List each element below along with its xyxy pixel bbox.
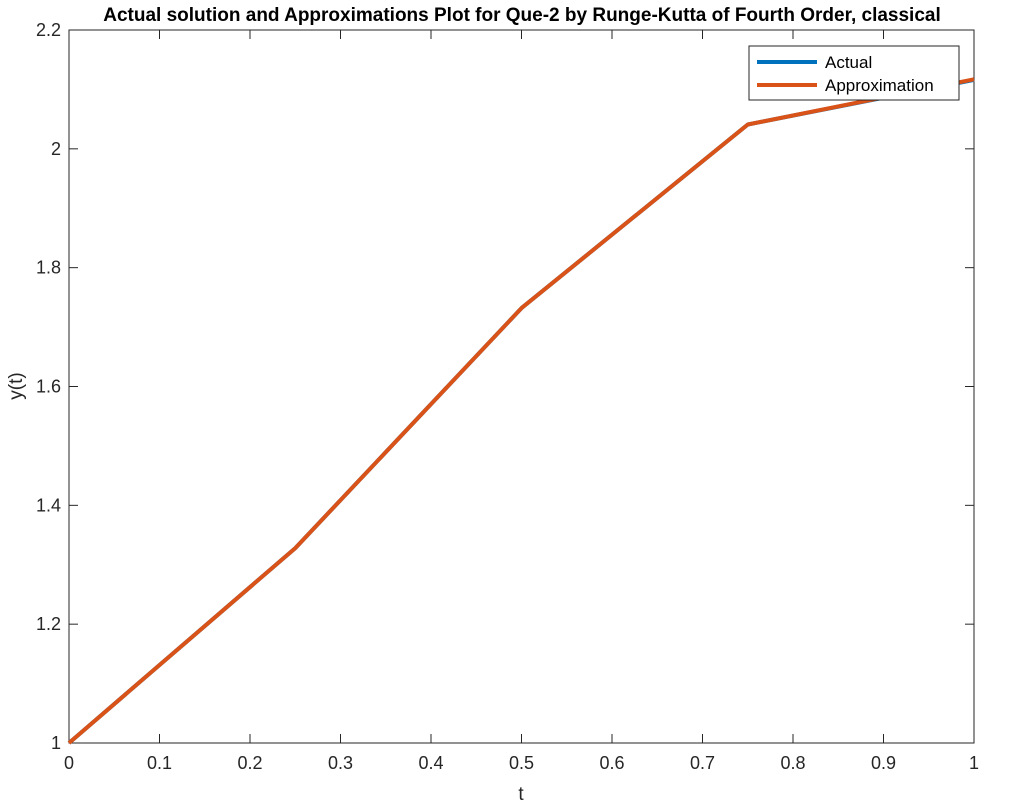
legend: Actual Approximation xyxy=(748,45,960,101)
axes-frame xyxy=(68,29,975,744)
y-tick-label: 1.8 xyxy=(36,258,61,278)
x-tick-label: 0.4 xyxy=(418,753,443,773)
y-axis-label: y(t) xyxy=(6,372,27,399)
legend-label-actual: Actual xyxy=(825,53,872,72)
x-tick-label: 0.9 xyxy=(871,753,896,773)
series-line-approximation xyxy=(67,77,975,745)
y-tick-label: 2.2 xyxy=(36,20,61,40)
x-tick-label: 1 xyxy=(969,753,979,773)
x-tick-label: 0.2 xyxy=(237,753,262,773)
x-tick-label: 0.1 xyxy=(147,753,172,773)
y-tick-label: 1.4 xyxy=(36,495,61,515)
y-axis: 1 1.2 1.4 1.6 1.8 2 2.2 xyxy=(36,20,974,753)
series-line-actual xyxy=(67,77,975,745)
x-tick-label: 0 xyxy=(64,753,74,773)
y-tick-label: 1 xyxy=(51,733,61,753)
y-tick-label: 2 xyxy=(51,139,61,159)
axes-box xyxy=(68,29,975,744)
x-axis: 0 0.1 0.2 0.3 0.4 0.5 0.6 0.7 0.8 0.9 1 xyxy=(64,30,979,773)
legend-box xyxy=(748,45,960,101)
x-tick-label: 0.8 xyxy=(780,753,805,773)
x-tick-label: 0.3 xyxy=(328,753,353,773)
plot-area xyxy=(67,77,975,745)
legend-label-approximation: Approximation xyxy=(825,76,934,95)
x-axis-label: t xyxy=(518,784,524,804)
x-tick-label: 0.7 xyxy=(690,753,715,773)
y-tick-label: 1.2 xyxy=(36,614,61,634)
chart-title: Actual solution and Approximations Plot … xyxy=(103,5,940,26)
y-tick-label: 1.6 xyxy=(36,377,61,397)
x-tick-label: 0.6 xyxy=(599,753,624,773)
x-tick-label: 0.5 xyxy=(509,753,534,773)
